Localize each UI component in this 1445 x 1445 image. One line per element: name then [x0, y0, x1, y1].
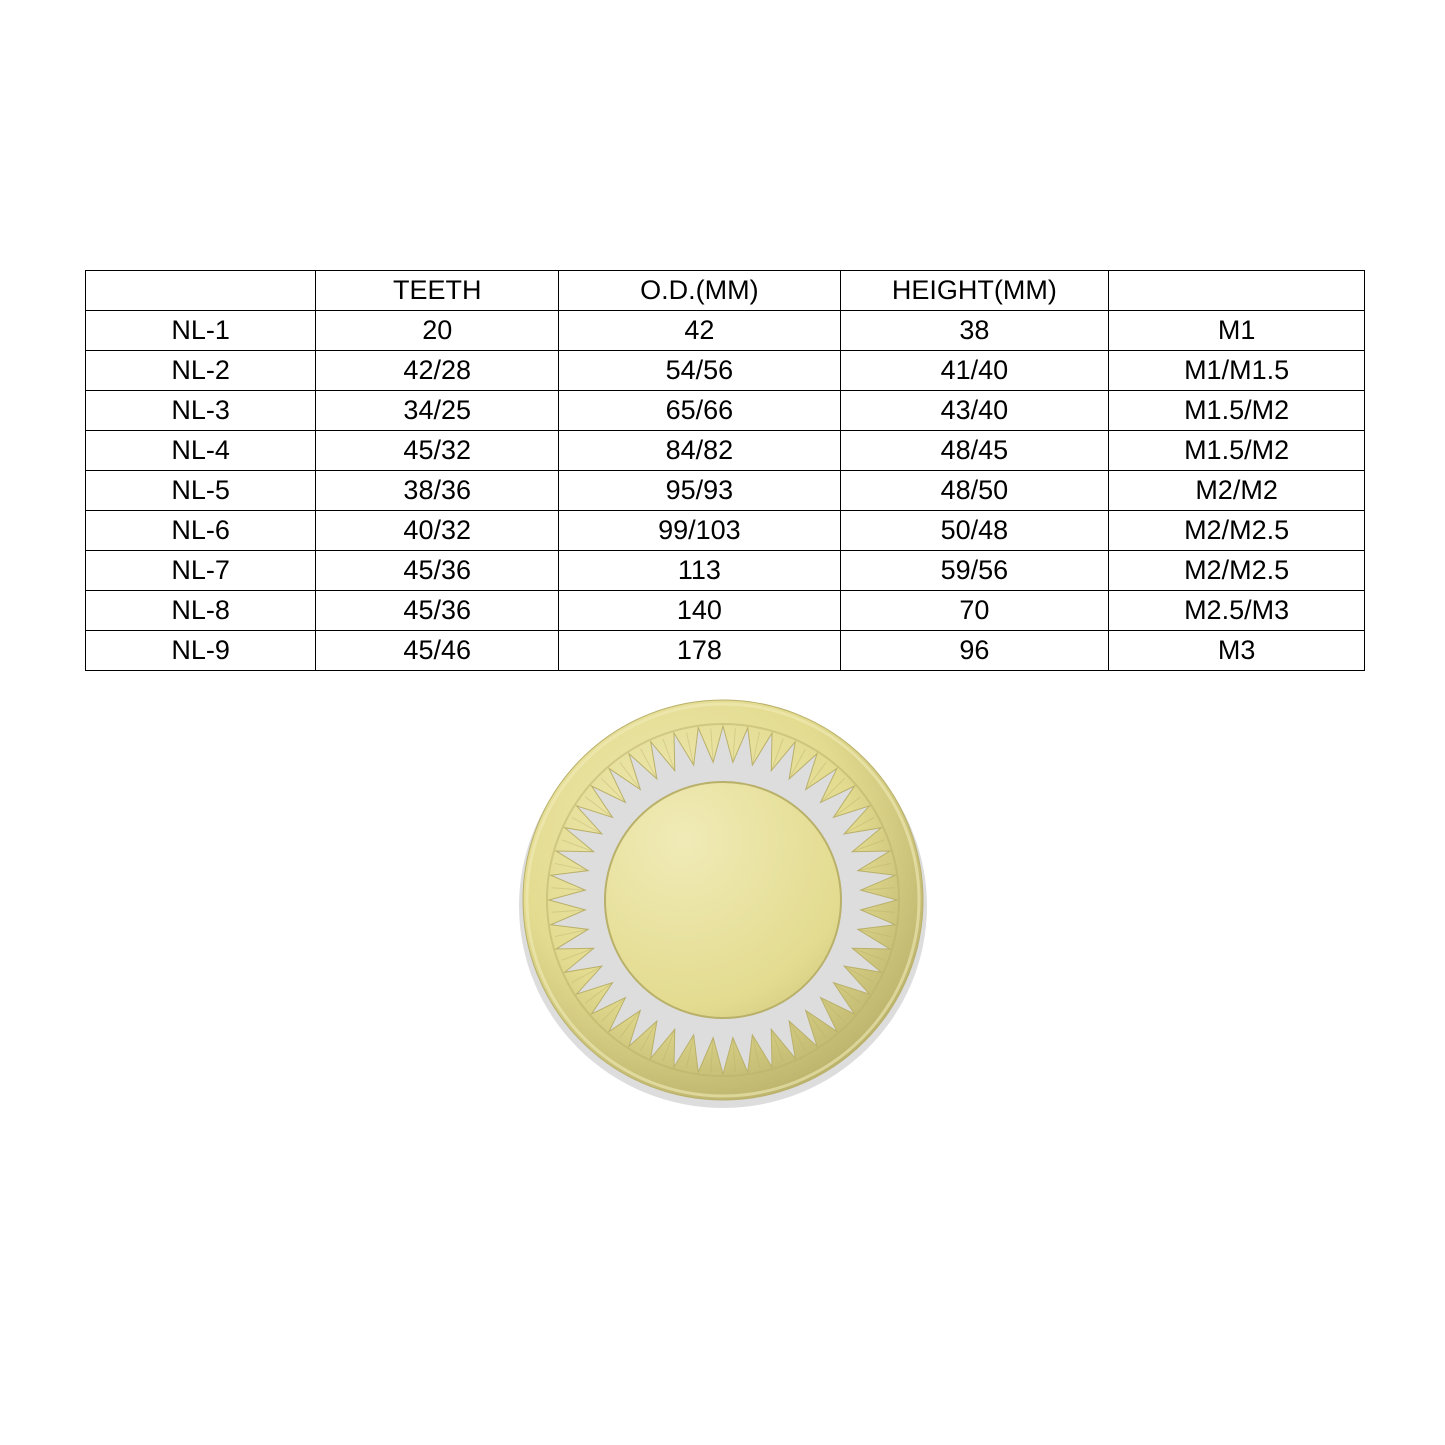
cell: 45/36 [316, 591, 559, 631]
cell: 48/45 [840, 431, 1109, 471]
spec-table: TEETH O.D.(MM) HEIGHT(MM) NL-1204238M1NL… [85, 270, 1365, 671]
table-row: NL-640/3299/10350/48M2/M2.5 [86, 511, 1365, 551]
cell: 96 [840, 631, 1109, 671]
cell: 38/36 [316, 471, 559, 511]
row-label: NL-3 [86, 391, 316, 431]
cell: 50/48 [840, 511, 1109, 551]
cell: M1.5/M2 [1109, 391, 1365, 431]
col-header [1109, 271, 1365, 311]
cell: 38 [840, 311, 1109, 351]
col-header: TEETH [316, 271, 559, 311]
gear-image [503, 680, 943, 1120]
row-label: NL-9 [86, 631, 316, 671]
table-row: NL-845/3614070M2.5/M3 [86, 591, 1365, 631]
cell: 59/56 [840, 551, 1109, 591]
col-header: O.D.(MM) [559, 271, 840, 311]
col-header: HEIGHT(MM) [840, 271, 1109, 311]
cell: M2/M2 [1109, 471, 1365, 511]
row-label: NL-5 [86, 471, 316, 511]
row-label: NL-1 [86, 311, 316, 351]
cell: 70 [840, 591, 1109, 631]
cell: 42/28 [316, 351, 559, 391]
row-label: NL-8 [86, 591, 316, 631]
row-label: NL-6 [86, 511, 316, 551]
cell: 54/56 [559, 351, 840, 391]
cell: 113 [559, 551, 840, 591]
table-row: NL-445/3284/8248/45M1.5/M2 [86, 431, 1365, 471]
cell: 45/32 [316, 431, 559, 471]
table-header-row: TEETH O.D.(MM) HEIGHT(MM) [86, 271, 1365, 311]
cell: 99/103 [559, 511, 840, 551]
cell: 45/36 [316, 551, 559, 591]
row-label: NL-7 [86, 551, 316, 591]
cell: 45/46 [316, 631, 559, 671]
cell: M1.5/M2 [1109, 431, 1365, 471]
cell: 34/25 [316, 391, 559, 431]
cell: 41/40 [840, 351, 1109, 391]
cell: 95/93 [559, 471, 840, 511]
cell: M1/M1.5 [1109, 351, 1365, 391]
row-label: NL-2 [86, 351, 316, 391]
cell: M2/M2.5 [1109, 551, 1365, 591]
cell: M3 [1109, 631, 1365, 671]
table-row: NL-945/4617896M3 [86, 631, 1365, 671]
cell: 178 [559, 631, 840, 671]
table-row: NL-538/3695/9348/50M2/M2 [86, 471, 1365, 511]
table-row: NL-1204238M1 [86, 311, 1365, 351]
cell: M2.5/M3 [1109, 591, 1365, 631]
cell: 20 [316, 311, 559, 351]
cell: 40/32 [316, 511, 559, 551]
cell: 65/66 [559, 391, 840, 431]
table-row: NL-334/2565/6643/40M1.5/M2 [86, 391, 1365, 431]
cell: 48/50 [840, 471, 1109, 511]
cell: M2/M2.5 [1109, 511, 1365, 551]
cell: 84/82 [559, 431, 840, 471]
table-row: NL-745/3611359/56M2/M2.5 [86, 551, 1365, 591]
cell: 140 [559, 591, 840, 631]
row-label: NL-4 [86, 431, 316, 471]
cell: 42 [559, 311, 840, 351]
cell: 43/40 [840, 391, 1109, 431]
cell: M1 [1109, 311, 1365, 351]
table-row: NL-242/2854/5641/40M1/M1.5 [86, 351, 1365, 391]
col-header [86, 271, 316, 311]
